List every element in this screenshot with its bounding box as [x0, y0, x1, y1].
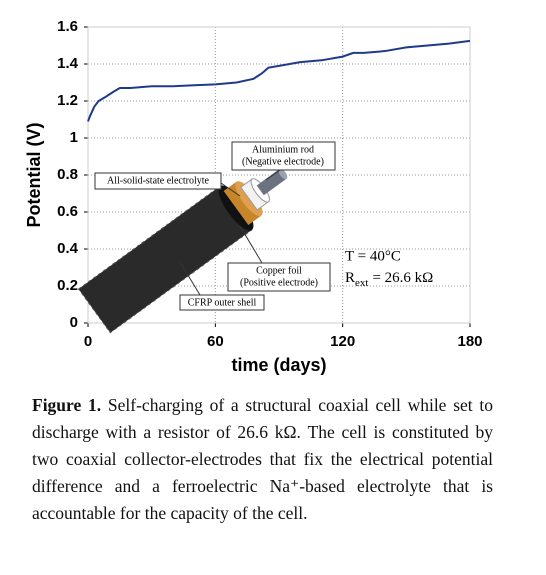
label-box	[227, 262, 331, 292]
data-line	[87, 39, 471, 122]
label-box	[179, 294, 265, 311]
y-tick-label: 0.6	[57, 203, 78, 220]
y-tick-label: 1.6	[57, 18, 78, 35]
r-value: = 26.6 kΩ	[372, 270, 433, 286]
caption-label: Figure 1.	[32, 395, 102, 415]
label-box	[231, 141, 336, 171]
inset-label: (Positive electrode)	[240, 277, 318, 288]
inset-label: All-solid-state electrolyte	[107, 175, 209, 186]
x-tick-label: 60	[207, 333, 224, 350]
leader	[239, 225, 263, 264]
annotation: Rext = 26.6 kΩ	[345, 270, 433, 288]
plot	[87, 39, 471, 122]
x-tick-label: 180	[457, 333, 482, 350]
copper-foil	[223, 181, 262, 225]
frame	[87, 26, 471, 324]
x-tick-label: 120	[330, 333, 355, 350]
y-axis-label: Potential (V)	[24, 122, 44, 227]
inset-label: Aluminium rod	[252, 144, 314, 155]
r-subscript: ext	[355, 277, 368, 289]
inset: Aluminium rod (Negative electrode) All-s…	[77, 141, 336, 334]
caption: Figure 1. Self-charging of a structural …	[32, 392, 493, 527]
rod-end	[278, 168, 288, 180]
inset-label: (Negative electrode)	[242, 156, 324, 167]
chart: Aluminium rod (Negative electrode) All-s…	[24, 18, 483, 375]
grid	[84, 26, 471, 327]
label-box	[94, 172, 222, 190]
aluminium-rod	[256, 169, 287, 196]
leader	[179, 261, 201, 296]
y-tick-label: 1	[70, 129, 78, 146]
y-tick-label: 0.8	[57, 166, 78, 183]
caption-text: Self-charging of a structural coaxial ce…	[32, 395, 494, 523]
leader	[220, 182, 241, 197]
cable	[77, 168, 288, 334]
y-tick-label: 0.4	[57, 240, 79, 257]
inset-label: CFRP outer shell	[188, 297, 257, 308]
y-tick-label: 0	[70, 314, 78, 331]
x-axis-label: time (days)	[231, 355, 326, 375]
cfrp-shell	[78, 186, 252, 333]
inset-label: Copper foil	[256, 265, 302, 276]
annotation: T = 40°C	[345, 248, 401, 264]
y-tick-label: 1.2	[57, 92, 78, 109]
x-tick-label: 0	[84, 333, 92, 350]
y-tick-label: 1.4	[57, 55, 79, 72]
y-tick-label: 0.2	[57, 277, 78, 294]
r-symbol: R	[345, 270, 355, 286]
leader	[265, 169, 281, 181]
